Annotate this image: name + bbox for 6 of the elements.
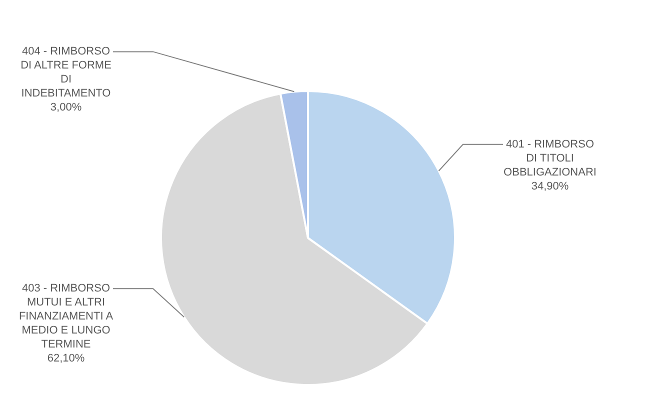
data-label: 62,10% [47, 352, 85, 365]
data-label: 34,90% [531, 180, 569, 192]
slice-label: 404 - RIMBORSO DI ALTRE FORME DI INDEBITAMENTO [20, 46, 112, 100]
slice-label: 401 - RIMBORSO DI TITOLI OBBLIGAZIONARI [504, 138, 596, 178]
data-label: 3,00% [50, 102, 82, 114]
slice-label: 403 - RIMBORSO MUTUI E ALTRI FINANZIAMENTI A MEDIO E LUNGO TERMINE [18, 282, 114, 351]
